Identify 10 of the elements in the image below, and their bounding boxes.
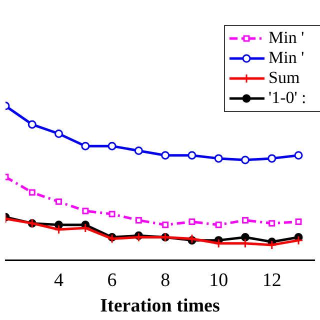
x-tick-label: 12 — [262, 270, 282, 291]
legend-label: Sum — [268, 68, 300, 87]
legend-label: '1-0' : — [268, 88, 306, 107]
x-tick-label: 6 — [107, 270, 117, 291]
x-tick-label: 8 — [160, 270, 170, 291]
legend-label: Min ' — [268, 28, 304, 47]
legend-label: Min ' — [268, 48, 304, 67]
x-axis-title: Iteration times — [100, 296, 220, 317]
x-tick-label: 10 — [209, 270, 228, 291]
x-tick-label: 4 — [54, 270, 64, 291]
